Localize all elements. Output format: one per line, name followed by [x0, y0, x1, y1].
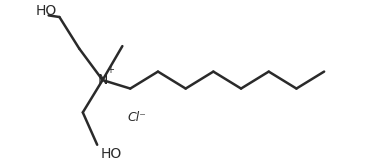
Text: HO: HO	[36, 4, 57, 18]
Text: +: +	[106, 65, 115, 75]
Text: N: N	[97, 73, 108, 87]
Text: HO: HO	[101, 148, 122, 162]
Text: Cl⁻: Cl⁻	[128, 111, 147, 124]
